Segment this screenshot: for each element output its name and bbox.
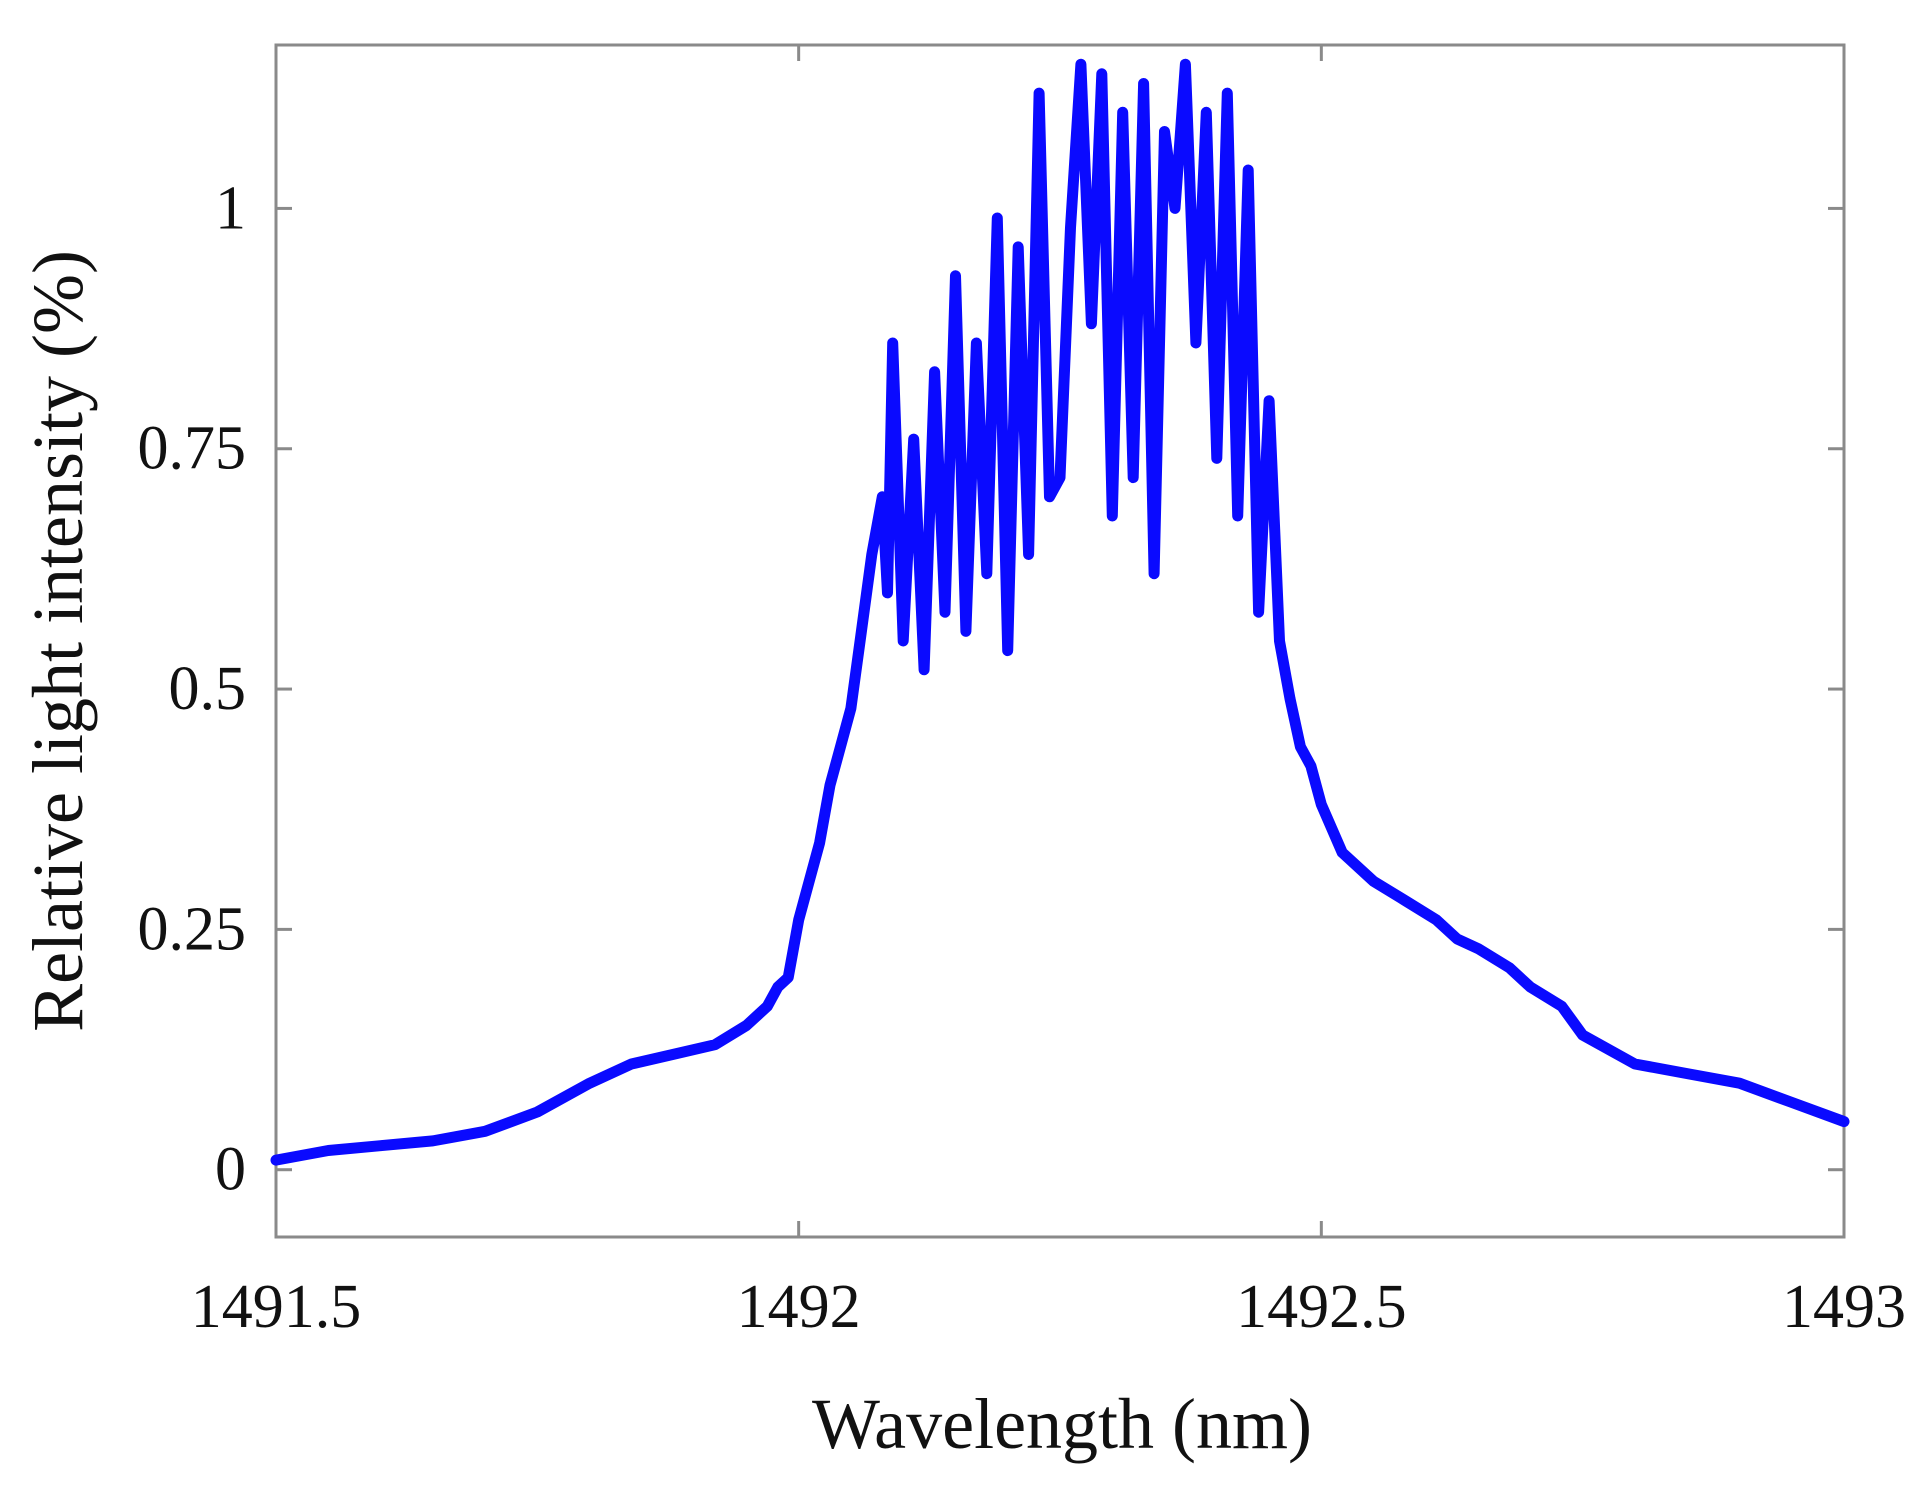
x-axis-title: Wavelength (nm) bbox=[812, 1384, 1312, 1464]
x-tick-label: 1492.5 bbox=[1236, 1273, 1407, 1341]
x-tick-label: 1491.5 bbox=[191, 1273, 362, 1341]
y-tick-label: 1 bbox=[215, 174, 246, 242]
plot-frame bbox=[274, 43, 1846, 1239]
x-tick-label: 1492 bbox=[737, 1273, 861, 1341]
y-axis-ticks: 0 0.25 0.5 0.75 1 bbox=[138, 174, 1844, 1204]
y-axis-title: Relative light intensity (%) bbox=[18, 250, 98, 1032]
x-tick-label: 1493 bbox=[1782, 1273, 1906, 1341]
y-tick-label: 0.75 bbox=[138, 415, 247, 483]
y-tick-label: 0.5 bbox=[169, 655, 247, 723]
y-tick-label: 0 bbox=[215, 1136, 246, 1204]
x-axis-ticks: 1491.5 1492 1492.5 1493 bbox=[191, 45, 1906, 1341]
spectrum-line bbox=[270, 58, 1850, 1166]
y-tick-label: 0.25 bbox=[138, 895, 247, 963]
